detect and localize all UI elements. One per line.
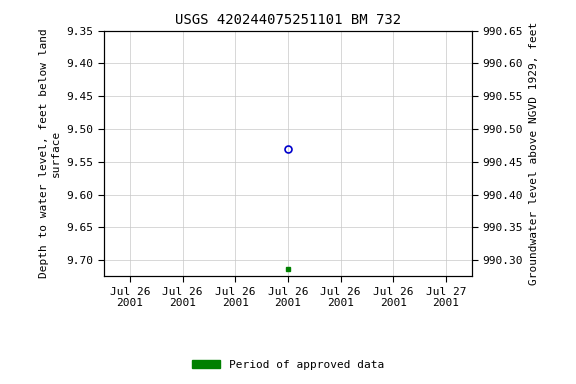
Y-axis label: Groundwater level above NGVD 1929, feet: Groundwater level above NGVD 1929, feet — [529, 22, 539, 285]
Legend: Period of approved data: Period of approved data — [188, 355, 388, 374]
Title: USGS 420244075251101 BM 732: USGS 420244075251101 BM 732 — [175, 13, 401, 27]
Y-axis label: Depth to water level, feet below land
surface: Depth to water level, feet below land su… — [39, 29, 60, 278]
